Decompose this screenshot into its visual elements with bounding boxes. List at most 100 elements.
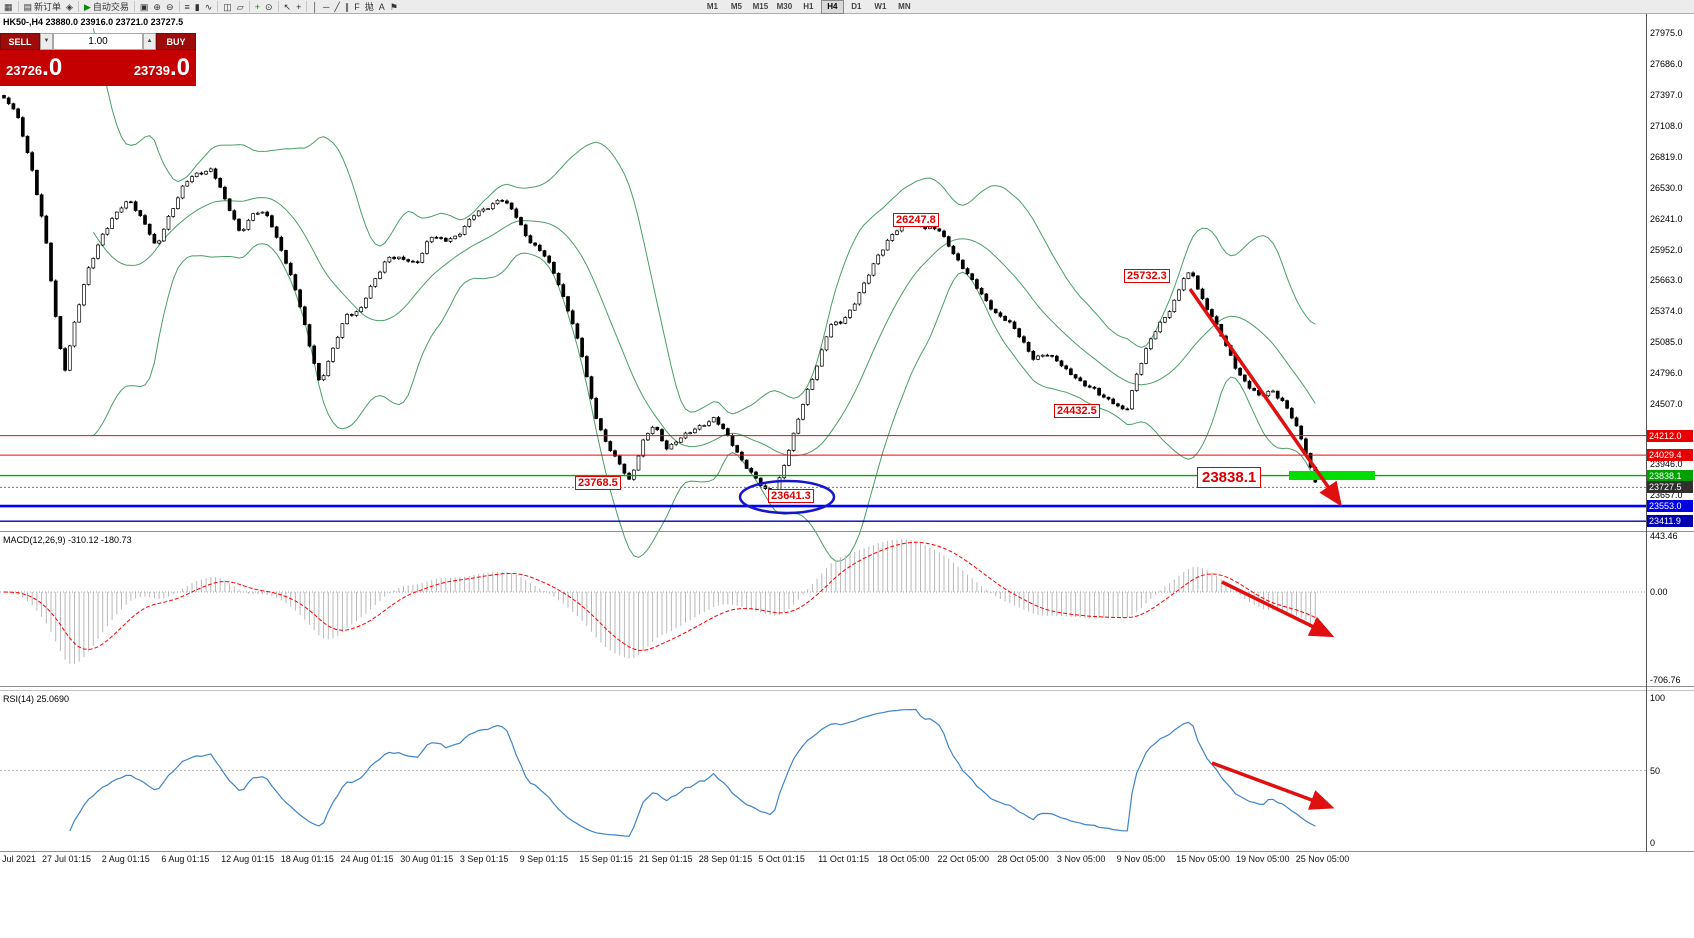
time-axis-label: 3 Nov 05:00 bbox=[1056, 854, 1106, 864]
buy-button[interactable]: BUY bbox=[156, 33, 196, 50]
label-tool-icon[interactable]: ⚑ bbox=[389, 1, 398, 12]
time-axis-label: 19 Nov 05:00 bbox=[1236, 854, 1290, 864]
level-lines bbox=[0, 435, 1646, 522]
volume-down-button[interactable]: ▼ bbox=[40, 33, 53, 50]
zoom-out-icon[interactable]: ⊖ bbox=[165, 1, 174, 12]
time-axis-label: 21 Sep 01:15 bbox=[639, 854, 693, 864]
time-axis-label: 24 Aug 01:15 bbox=[340, 854, 394, 864]
price-annotation[interactable]: 23838.1 bbox=[1197, 467, 1262, 488]
price-annotation[interactable]: 26247.8 bbox=[893, 213, 939, 227]
toolbar-separator bbox=[133, 1, 135, 12]
time-axis-label: 28 Oct 05:00 bbox=[997, 854, 1049, 864]
timeframe-button-m15[interactable]: M15 bbox=[752, 1, 769, 11]
time-axis: Jul 2021 27 Jul 01:15 2 Aug 01:15 6 Aug 01:… bbox=[0, 853, 1694, 867]
time-axis-label: 12 Aug 01:15 bbox=[221, 854, 275, 864]
macd-label: MACD(12,26,9) -310.12 -180.73 bbox=[3, 535, 132, 545]
zoom-in-icon[interactable]: ⊕ bbox=[153, 1, 161, 12]
timeframe-button-h1[interactable]: H1 bbox=[803, 1, 814, 11]
crosshair-icon[interactable]: + bbox=[296, 1, 302, 12]
channel-icon[interactable]: ∥ bbox=[344, 1, 350, 12]
timeframe-button-m5[interactable]: M5 bbox=[730, 1, 742, 11]
macd-panel bbox=[0, 539, 1646, 664]
timeframe-button-h4[interactable]: H4 bbox=[820, 0, 844, 14]
vertical-line-icon[interactable]: │ bbox=[312, 1, 318, 12]
price-annotation[interactable]: 24432.5 bbox=[1054, 404, 1100, 418]
buy-price[interactable]: 23739.0 bbox=[134, 54, 190, 85]
toolbar-separator bbox=[178, 1, 180, 12]
time-axis-label: 25 Nov 05:00 bbox=[1295, 854, 1350, 864]
timeframe-bar: M1 M5 M15 M30 H1 H4 D1 W1 MN bbox=[701, 0, 916, 14]
add-indicator-icon[interactable]: + bbox=[254, 1, 260, 12]
bollinger-bands bbox=[92, 28, 1316, 562]
toolbar: ▦ ▤ 新订单 ◈ ▶ 自动交易 ▣ ⊕ ⊖ ≡ ▮ ∿ ◫ ▱ + ⊙ ↖ + │… bbox=[0, 0, 1694, 14]
time-axis-label: 3 Sep 01:15 bbox=[459, 854, 509, 864]
bollinger-lower bbox=[92, 243, 1316, 562]
time-icon[interactable]: ⊙ bbox=[264, 1, 273, 12]
one-click-trading-panel: SELL ▼ ▲ BUY 23726.0 23739.0 bbox=[0, 33, 196, 86]
fibonacci-icon[interactable]: F bbox=[354, 1, 360, 12]
time-axis-label: 27 Jul 01:15 bbox=[42, 854, 92, 864]
sell-price-big-digits: .0 bbox=[42, 54, 63, 81]
timeframe-button-m1[interactable]: M1 bbox=[706, 1, 718, 11]
tile-windows-icon[interactable]: ◫ bbox=[223, 1, 232, 12]
autotrade-button[interactable]: ▶ 自动交易 bbox=[82, 1, 131, 13]
sell-price-main: 23726 bbox=[6, 63, 43, 78]
sell-price[interactable]: 23726.0 bbox=[6, 54, 62, 85]
timeframe-button-d1[interactable]: D1 bbox=[851, 1, 862, 11]
price-chart[interactable] bbox=[0, 0, 1694, 870]
time-axis-label: 9 Sep 01:15 bbox=[519, 854, 569, 864]
bar-chart-icon[interactable]: ≡ bbox=[184, 1, 190, 12]
rsi-panel bbox=[0, 708, 1646, 837]
toolbar-separator bbox=[306, 1, 308, 12]
toolbar-separator bbox=[217, 1, 219, 12]
autotrade-play-icon: ▶ bbox=[83, 1, 91, 12]
price-annotation[interactable]: 23768.5 bbox=[575, 476, 621, 490]
toolbar-separator bbox=[277, 1, 279, 12]
compass-icon[interactable]: ◈ bbox=[66, 1, 73, 12]
line-chart-icon[interactable]: ∿ bbox=[204, 1, 213, 12]
candlestick-icon[interactable]: ▮ bbox=[194, 1, 200, 12]
script-tool-icon[interactable]: 拋 bbox=[364, 1, 374, 12]
time-axis-label: 9 Nov 05:00 bbox=[1116, 854, 1166, 864]
horizontal-line-icon[interactable]: ─ bbox=[322, 1, 330, 12]
bollinger-upper bbox=[92, 28, 1316, 415]
autotrade-label: 自动交易 bbox=[92, 1, 129, 12]
text-tool-icon[interactable]: A bbox=[378, 1, 385, 12]
bollinger-middle bbox=[92, 197, 1316, 457]
toolbar-separator bbox=[77, 1, 79, 12]
new-chart-icon[interactable]: ▦ bbox=[4, 1, 13, 12]
volume-input[interactable] bbox=[53, 33, 143, 50]
time-axis-label: 15 Sep 01:15 bbox=[579, 854, 633, 864]
toolbar-separator bbox=[17, 1, 19, 12]
timeframe-button-mn[interactable]: MN bbox=[898, 1, 911, 11]
time-axis-label: 28 Sep 01:15 bbox=[698, 854, 753, 864]
new-order-button[interactable]: ▤ 新订单 bbox=[22, 1, 64, 13]
timeframe-button-m30[interactable]: M30 bbox=[776, 1, 793, 11]
macd-histogram bbox=[8, 539, 1316, 664]
time-axis-label: 5 Oct 01:15 bbox=[758, 854, 805, 864]
time-axis-label: 11 Oct 01:15 bbox=[818, 854, 869, 864]
print-icon[interactable]: ▣ bbox=[139, 1, 149, 12]
rsi-label: RSI(14) 25.0690 bbox=[3, 694, 70, 704]
buy-price-big-digits: .0 bbox=[169, 54, 190, 81]
rsi-line bbox=[69, 708, 1316, 837]
sell-button[interactable]: SELL bbox=[0, 33, 40, 50]
time-axis-label: 6 Aug 01:15 bbox=[161, 854, 210, 864]
cursor-icon[interactable]: ↖ bbox=[283, 1, 292, 12]
macd-signal-line bbox=[3, 541, 1316, 651]
time-axis-label: Jul 2021 bbox=[2, 854, 37, 864]
panel-separators[interactable] bbox=[0, 14, 1694, 852]
chart-symbol-header: HK50-,H4 23880.0 23916.0 23721.0 23727.5 bbox=[3, 17, 184, 27]
time-axis-label: 18 Aug 01:15 bbox=[280, 854, 334, 864]
toolbar-separator bbox=[248, 1, 250, 12]
trendline-icon[interactable]: ╱ bbox=[334, 1, 340, 12]
time-axis-label: 15 Nov 05:00 bbox=[1176, 854, 1230, 864]
cascade-windows-icon[interactable]: ▱ bbox=[236, 1, 244, 12]
one-click-prices: 23726.0 23739.0 bbox=[0, 50, 196, 86]
volume-up-button[interactable]: ▲ bbox=[143, 33, 156, 50]
price-annotation[interactable]: 25732.3 bbox=[1124, 269, 1170, 283]
timeframe-button-w1[interactable]: W1 bbox=[874, 1, 887, 11]
price-annotation[interactable]: 23641.3 bbox=[768, 489, 814, 503]
time-axis-label: 22 Oct 05:00 bbox=[937, 854, 990, 864]
time-axis-label: 2 Aug 01:15 bbox=[101, 854, 150, 864]
